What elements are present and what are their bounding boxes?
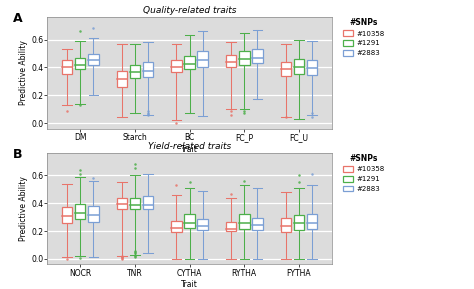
Bar — [75, 204, 85, 219]
Bar — [88, 53, 99, 65]
Bar — [198, 51, 208, 67]
Bar — [239, 51, 249, 65]
Bar — [88, 206, 99, 222]
Bar — [171, 221, 182, 232]
Bar — [62, 60, 73, 74]
Bar — [75, 58, 85, 69]
Text: A: A — [13, 12, 23, 25]
Bar — [117, 198, 127, 209]
Bar — [252, 49, 263, 63]
Y-axis label: Predictive Ability: Predictive Ability — [19, 176, 28, 241]
Legend: #10358, #1291, #2883: #10358, #1291, #2883 — [340, 15, 387, 59]
Title: Quality-related traits: Quality-related traits — [143, 6, 237, 15]
Bar — [252, 218, 263, 230]
Bar — [307, 60, 318, 75]
Bar — [143, 62, 153, 77]
Title: Yield-related traits: Yield-related traits — [148, 142, 231, 151]
Bar — [294, 59, 304, 74]
Bar — [226, 222, 237, 231]
Bar — [184, 214, 195, 228]
Legend: #10358, #1291, #2883: #10358, #1291, #2883 — [340, 151, 387, 195]
Bar — [281, 62, 291, 76]
Bar — [130, 65, 140, 78]
Bar — [130, 198, 140, 210]
Bar — [143, 196, 153, 209]
Bar — [281, 218, 291, 232]
X-axis label: Trait: Trait — [181, 144, 198, 153]
Bar — [307, 214, 318, 229]
Text: B: B — [13, 148, 23, 161]
Bar — [294, 215, 304, 230]
X-axis label: Trait: Trait — [181, 280, 198, 289]
Bar — [198, 218, 208, 230]
Bar — [117, 71, 127, 87]
Y-axis label: Predictive Ability: Predictive Ability — [19, 40, 28, 105]
Bar — [226, 55, 237, 67]
Bar — [171, 60, 182, 72]
Bar — [184, 56, 195, 69]
Bar — [62, 207, 73, 223]
Bar — [239, 214, 249, 229]
